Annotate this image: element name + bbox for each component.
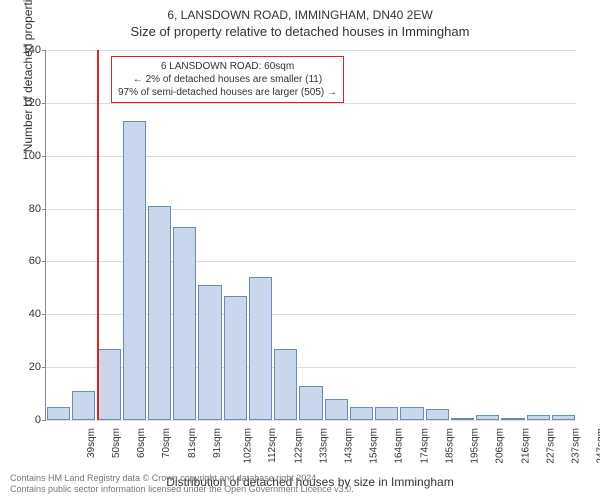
histogram-bar	[476, 415, 499, 420]
annotation-line: ← 2% of detached houses are smaller (11)	[118, 73, 337, 86]
footer-line-2: Contains public sector information licen…	[10, 484, 590, 496]
histogram-bar	[375, 407, 398, 420]
xtick-label: 60sqm	[136, 428, 147, 458]
histogram-bar	[527, 415, 550, 420]
xtick-label: 195sqm	[470, 428, 481, 464]
xtick-label: 70sqm	[161, 428, 172, 458]
histogram-bar	[148, 206, 171, 420]
xtick-label: 164sqm	[394, 428, 405, 464]
xtick-label: 185sqm	[445, 428, 456, 464]
gridline	[46, 50, 576, 51]
ytick-mark	[42, 261, 46, 262]
ytick-mark	[42, 367, 46, 368]
xtick-label: 112sqm	[267, 428, 278, 463]
xtick-label: 50sqm	[111, 428, 122, 458]
annotation-box: 6 LANSDOWN ROAD: 60sqm← 2% of detached h…	[111, 56, 344, 103]
marker-line	[97, 50, 99, 420]
title-main: 6, LANSDOWN ROAD, IMMINGHAM, DN40 2EW	[0, 0, 600, 22]
chart-area: Number of detached properties 0204060801…	[45, 50, 575, 420]
histogram-bar	[249, 277, 272, 420]
chart-container: 6, LANSDOWN ROAD, IMMINGHAM, DN40 2EW Si…	[0, 0, 600, 500]
histogram-bar	[350, 407, 373, 420]
histogram-bar	[97, 349, 120, 420]
ytick-mark	[42, 156, 46, 157]
histogram-bar	[224, 296, 247, 420]
xtick-label: 39sqm	[86, 428, 97, 458]
ytick-label: 0	[11, 414, 41, 426]
ytick-mark	[42, 314, 46, 315]
ytick-label: 120	[11, 97, 41, 109]
histogram-bar	[299, 386, 322, 420]
xtick-label: 227sqm	[545, 428, 556, 464]
xtick-label: 216sqm	[520, 428, 531, 464]
annotation-line: 6 LANSDOWN ROAD: 60sqm	[118, 60, 337, 73]
gridline	[46, 420, 576, 421]
xtick-label: 174sqm	[419, 428, 430, 464]
histogram-bar	[451, 418, 474, 420]
xtick-label: 81sqm	[187, 428, 198, 458]
ytick-mark	[42, 103, 46, 104]
xtick-label: 206sqm	[495, 428, 506, 464]
ytick-mark	[42, 420, 46, 421]
histogram-bar	[47, 407, 70, 420]
annotation-line: 97% of semi-detached houses are larger (…	[118, 86, 337, 99]
histogram-bar	[552, 415, 575, 420]
histogram-bar	[501, 418, 524, 420]
ytick-label: 100	[11, 150, 41, 162]
histogram-bar	[400, 407, 423, 420]
histogram-bar	[198, 285, 221, 420]
title-sub: Size of property relative to detached ho…	[0, 22, 600, 39]
footer-attribution: Contains HM Land Registry data © Crown c…	[10, 473, 590, 496]
ytick-label: 60	[11, 255, 41, 267]
ytick-mark	[42, 50, 46, 51]
histogram-bar	[173, 227, 196, 420]
xtick-label: 133sqm	[318, 428, 329, 464]
histogram-bar	[72, 391, 95, 420]
footer-line-1: Contains HM Land Registry data © Crown c…	[10, 473, 590, 485]
xtick-label: 143sqm	[344, 428, 355, 464]
xtick-label: 154sqm	[369, 428, 380, 464]
xtick-label: 237sqm	[571, 428, 582, 464]
histogram-bar	[426, 409, 449, 420]
xtick-label: 102sqm	[243, 428, 254, 464]
xtick-label: 122sqm	[293, 428, 304, 464]
ytick-mark	[42, 209, 46, 210]
xtick-label: 91sqm	[212, 428, 223, 458]
ytick-label: 80	[11, 203, 41, 215]
xtick-label: 247sqm	[596, 428, 600, 464]
histogram-bar	[325, 399, 348, 420]
histogram-bar	[123, 121, 146, 420]
plot-area: 02040608010012014039sqm50sqm60sqm70sqm81…	[45, 50, 576, 421]
ytick-label: 20	[11, 361, 41, 373]
ytick-label: 40	[11, 308, 41, 320]
y-axis-label: Number of detached properties	[21, 0, 35, 152]
histogram-bar	[274, 349, 297, 420]
ytick-label: 140	[11, 44, 41, 56]
